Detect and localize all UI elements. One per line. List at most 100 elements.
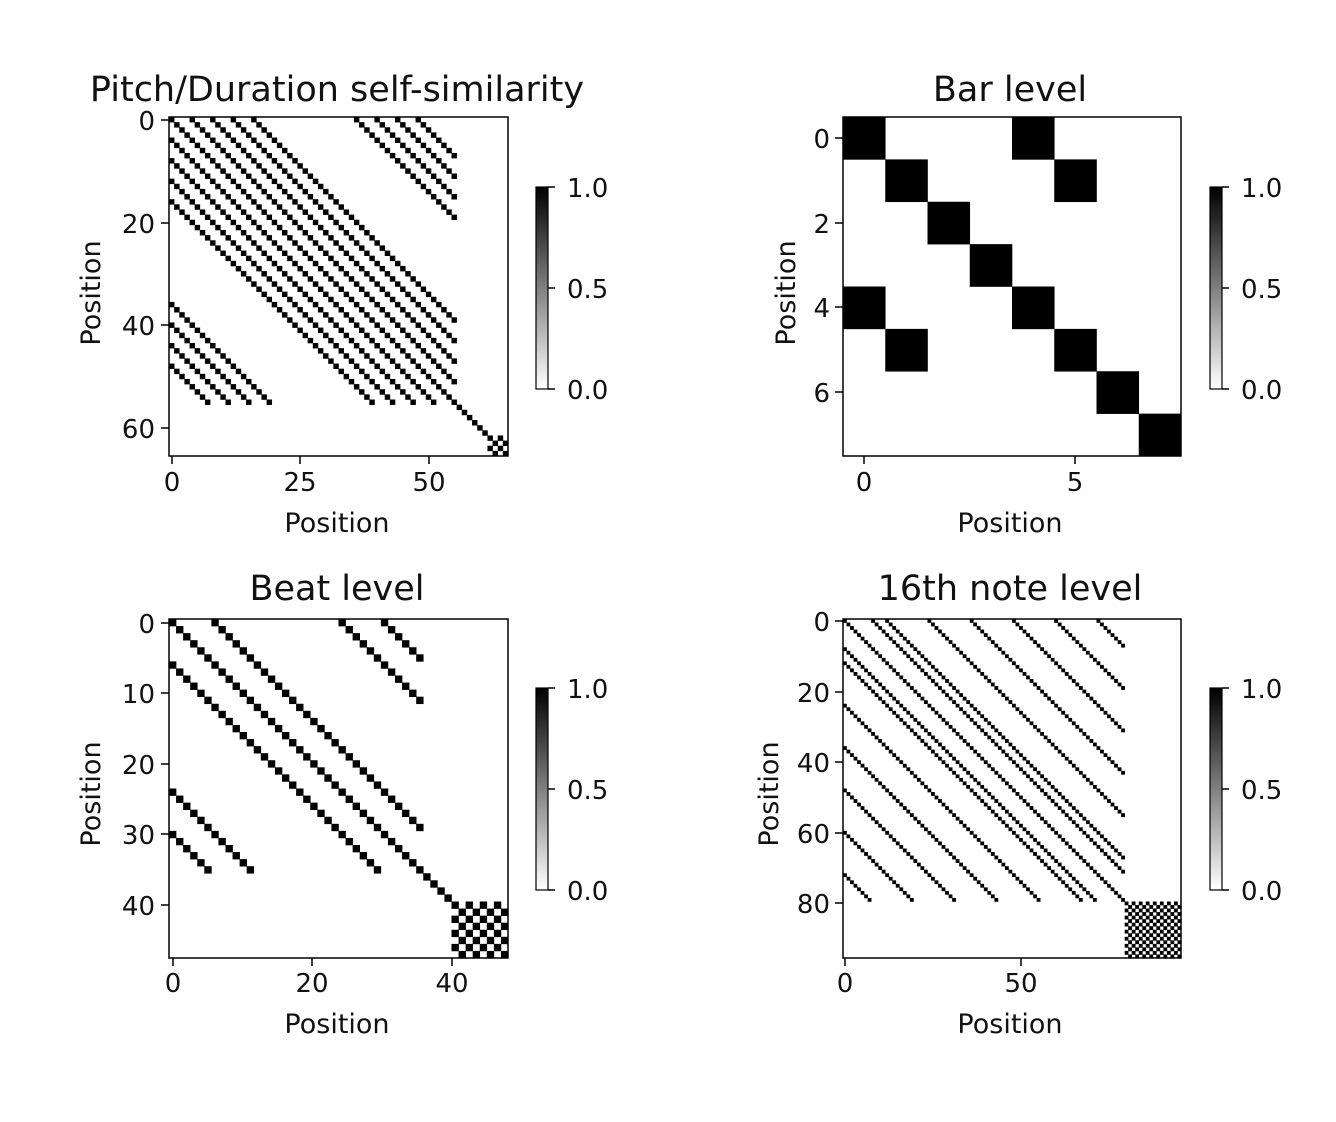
heatmap-cell	[415, 137, 421, 143]
heatmap-cell	[1163, 905, 1168, 909]
heatmap-cell	[430, 194, 437, 200]
heatmap-cell	[282, 271, 288, 277]
heatmap-cell	[902, 763, 907, 768]
heatmap-cell	[456, 404, 463, 411]
heatmap-cell	[415, 363, 421, 369]
heatmap-cell	[938, 714, 942, 719]
heatmap-cell	[878, 866, 883, 871]
heatmap-cell	[239, 647, 247, 655]
heatmap-cell	[976, 880, 981, 885]
heatmap-cell	[1114, 848, 1118, 853]
heatmap-cell	[1008, 827, 1013, 832]
panel-title: 16th note level	[878, 569, 1143, 609]
heatmap-cell	[204, 235, 211, 241]
heatmap-cell	[479, 943, 488, 952]
heatmap-cell	[850, 668, 854, 673]
heatmap-cell	[282, 774, 290, 782]
heatmap-cell	[881, 700, 886, 705]
heatmap-cell	[1085, 890, 1090, 895]
heatmap-cell	[878, 739, 883, 743]
heatmap-cell	[389, 296, 396, 303]
heatmap-cell	[846, 707, 851, 712]
heatmap-cell	[969, 619, 974, 623]
heatmap-cell	[405, 353, 411, 359]
heatmap-cell	[348, 358, 355, 364]
heatmap-cell	[920, 696, 925, 701]
heatmap-cell	[1050, 657, 1055, 662]
heatmap-cell	[287, 152, 293, 159]
heatmap-cell	[923, 742, 928, 747]
heatmap-cell	[218, 837, 226, 846]
heatmap-cell	[1096, 830, 1101, 835]
heatmap-cell	[881, 869, 886, 874]
heatmap-cell	[983, 887, 988, 892]
heatmap-cell	[1114, 636, 1118, 641]
heatmap-cell	[931, 664, 935, 669]
heatmap-cell	[441, 307, 447, 313]
heatmap-cell	[853, 671, 858, 676]
heatmap-cell	[850, 795, 854, 800]
y-tick-label: 4	[813, 294, 830, 324]
heatmap-cell	[472, 420, 478, 426]
heatmap-cell	[1078, 855, 1083, 860]
heatmap-cell	[850, 753, 854, 758]
heatmap-cell	[980, 841, 985, 846]
heatmap-cell	[204, 132, 211, 138]
heatmap-cell	[959, 735, 964, 740]
heatmap-cell	[169, 788, 177, 796]
heatmap-cell	[1022, 714, 1027, 719]
heatmap-cell	[210, 199, 216, 205]
heatmap-cell	[1142, 905, 1147, 909]
x-tick-label: 0	[856, 468, 873, 498]
heatmap-cell	[1131, 908, 1136, 913]
heatmap-cell	[465, 901, 473, 909]
heatmap-cell	[1110, 717, 1115, 722]
heatmap-cell	[1036, 813, 1041, 818]
heatmap-cell	[267, 760, 276, 768]
heatmap-cell	[1163, 912, 1168, 916]
heatmap-cell	[333, 301, 339, 308]
heatmap-cell	[384, 394, 391, 400]
heatmap-cell	[1057, 622, 1062, 627]
heatmap-cell	[302, 250, 308, 256]
heatmap-cell	[190, 682, 198, 690]
heatmap-cell	[941, 689, 946, 694]
heatmap-cell	[987, 721, 992, 726]
heatmap-cell	[1008, 784, 1013, 789]
heatmap-cell	[1163, 940, 1168, 945]
heatmap-cell	[348, 255, 355, 262]
heatmap-cell	[1177, 905, 1182, 909]
heatmap-cell	[920, 724, 925, 729]
heatmap-cell	[1085, 777, 1090, 782]
y-ticks: 0 2 4 6	[813, 125, 843, 409]
heatmap-cell	[1040, 647, 1044, 652]
heatmap-cell	[1075, 880, 1080, 885]
heatmap-cell	[1135, 954, 1140, 959]
heatmap-cell	[493, 901, 502, 909]
y-tick-label: 0	[138, 107, 155, 137]
heatmap-cell	[189, 158, 195, 164]
heatmap-cell	[1149, 905, 1154, 909]
heatmap-cell	[1142, 954, 1147, 959]
heatmap-cell	[976, 724, 981, 729]
y-tick-label: 0	[813, 125, 830, 155]
heatmap-cell	[1082, 830, 1087, 835]
heatmap-cell	[1170, 926, 1175, 931]
heatmap-cell	[1036, 784, 1041, 789]
heatmap-cell	[331, 781, 339, 789]
heatmap-cell	[218, 626, 226, 634]
heatmap-cell	[425, 373, 432, 380]
heatmap-cell	[1004, 696, 1009, 701]
heatmap-cell	[359, 122, 365, 128]
heatmap-cell	[352, 845, 360, 853]
heatmap-cell	[232, 640, 240, 648]
heatmap-cell	[256, 265, 262, 272]
heatmap-cell	[1131, 936, 1136, 941]
heatmap-cell	[853, 799, 858, 803]
heatmap-cell	[871, 859, 875, 863]
heatmap-cell	[405, 291, 411, 298]
heatmap-cell	[296, 788, 304, 796]
heatmap-cell	[1015, 820, 1020, 825]
heatmap-cell	[276, 204, 283, 210]
heatmap-cell	[210, 240, 216, 246]
